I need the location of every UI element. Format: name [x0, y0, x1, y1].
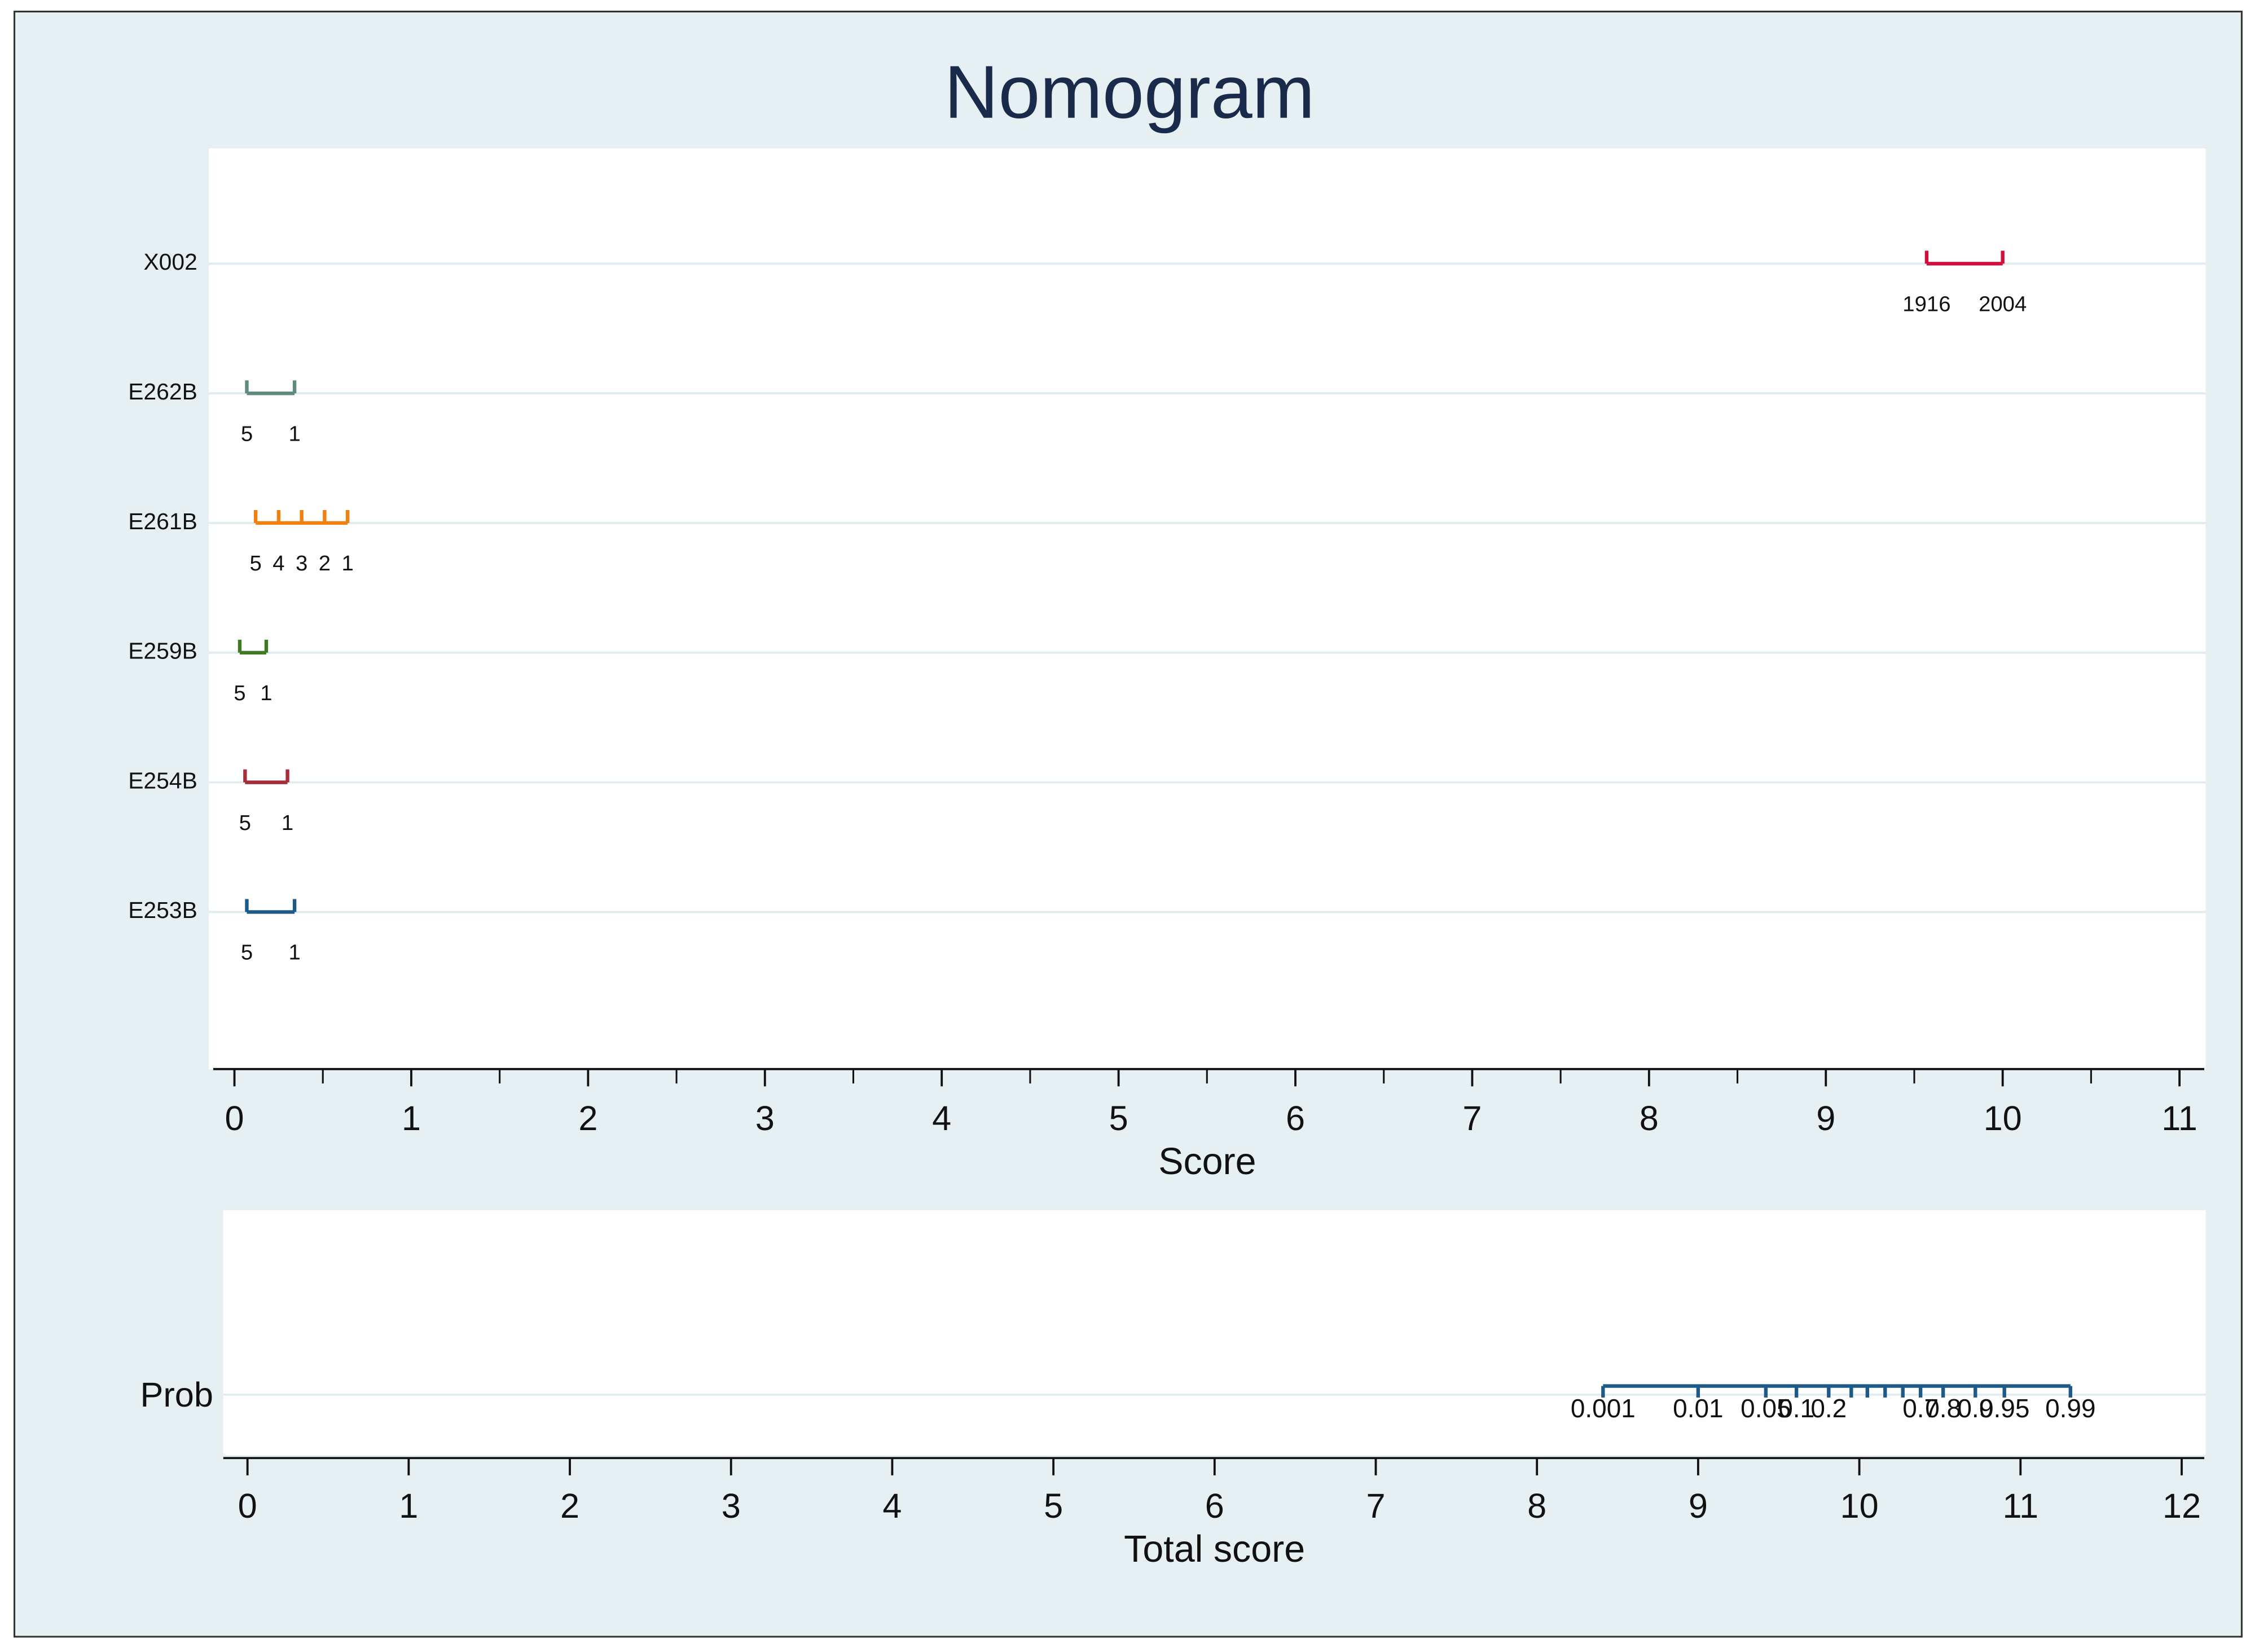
- prob-tick-label: 0.2: [1810, 1394, 1847, 1423]
- total-tick-label: 0: [238, 1487, 257, 1525]
- total-tick-label: 8: [1527, 1487, 1546, 1525]
- row-label: E253B: [128, 897, 197, 923]
- total-axis-label: Total score: [1124, 1528, 1305, 1570]
- prob-label: Prob: [140, 1376, 213, 1414]
- row-label: X002: [143, 249, 197, 275]
- x-tick-label: 2: [578, 1099, 597, 1137]
- chart-title: Nomogram: [944, 51, 1315, 134]
- scale-tick-label: 2: [319, 551, 331, 575]
- total-tick-label: 12: [2163, 1487, 2201, 1525]
- x-tick-label: 1: [402, 1099, 421, 1137]
- prob-tick-label: 0.8: [1925, 1394, 1961, 1423]
- total-tick-label: 1: [399, 1487, 418, 1525]
- row-label: E262B: [128, 379, 197, 405]
- scale-tick-label: 5: [241, 421, 253, 446]
- prob-tick-label: 0.001: [1571, 1394, 1636, 1423]
- prob-tick-label: 0.7: [1902, 1394, 1939, 1423]
- total-tick-label: 4: [882, 1487, 902, 1525]
- scale-tick-label: 5: [249, 551, 261, 575]
- scale-tick-label: 1916: [1902, 292, 1950, 317]
- score-panel: [209, 148, 2206, 1069]
- scale-tick-label: 1: [288, 941, 300, 965]
- x-tick-label: 11: [2161, 1099, 2198, 1137]
- scale-tick-label: 1: [288, 421, 300, 446]
- prob-tick-label: 0.9: [1957, 1394, 1993, 1423]
- x-axis-label: Score: [1158, 1141, 1256, 1183]
- total-tick-label: 5: [1044, 1487, 1063, 1525]
- x-tick-label: 4: [932, 1099, 951, 1137]
- scale-tick-label: 2004: [1979, 292, 2027, 317]
- total-tick-label: 2: [560, 1487, 579, 1525]
- total-tick-label: 7: [1366, 1487, 1385, 1525]
- total-tick-label: 10: [1840, 1487, 1879, 1525]
- row-label: E254B: [128, 767, 197, 793]
- total-tick-label: 6: [1205, 1487, 1224, 1525]
- prob-tick-label: 0.01: [1673, 1394, 1723, 1423]
- scale-tick-label: 5: [234, 681, 245, 705]
- prob-tick-label: 0.05: [1741, 1394, 1791, 1423]
- x-tick-label: 7: [1462, 1099, 1482, 1137]
- x-tick-label: 10: [1984, 1099, 2022, 1137]
- scale-tick-label: 4: [273, 551, 284, 575]
- x-tick-label: 8: [1640, 1099, 1659, 1137]
- total-tick-label: 9: [1689, 1487, 1708, 1525]
- total-tick-label: 11: [2002, 1487, 2038, 1525]
- prob-tick-label: 0.99: [2045, 1394, 2095, 1423]
- scale-tick-label: 5: [239, 811, 251, 835]
- x-tick-label: 5: [1109, 1099, 1128, 1137]
- scale-tick-label: 5: [241, 941, 253, 965]
- x-tick-label: 9: [1816, 1099, 1835, 1137]
- prob-tick-label: 0.95: [1979, 1394, 2029, 1423]
- x-tick-label: 0: [225, 1099, 244, 1137]
- x-tick-label: 3: [755, 1099, 775, 1137]
- scale-tick-label: 1: [341, 551, 353, 575]
- prob-panel: [223, 1210, 2206, 1456]
- scale-tick-label: 1: [282, 811, 293, 835]
- scale-tick-label: 3: [296, 551, 307, 575]
- x-tick-label: 6: [1286, 1099, 1305, 1137]
- row-label: E259B: [128, 638, 197, 664]
- row-label: E261B: [128, 508, 197, 534]
- total-tick-label: 3: [722, 1487, 741, 1525]
- prob-tick-label: 0.1: [1778, 1394, 1814, 1423]
- scale-tick-label: 1: [260, 681, 272, 705]
